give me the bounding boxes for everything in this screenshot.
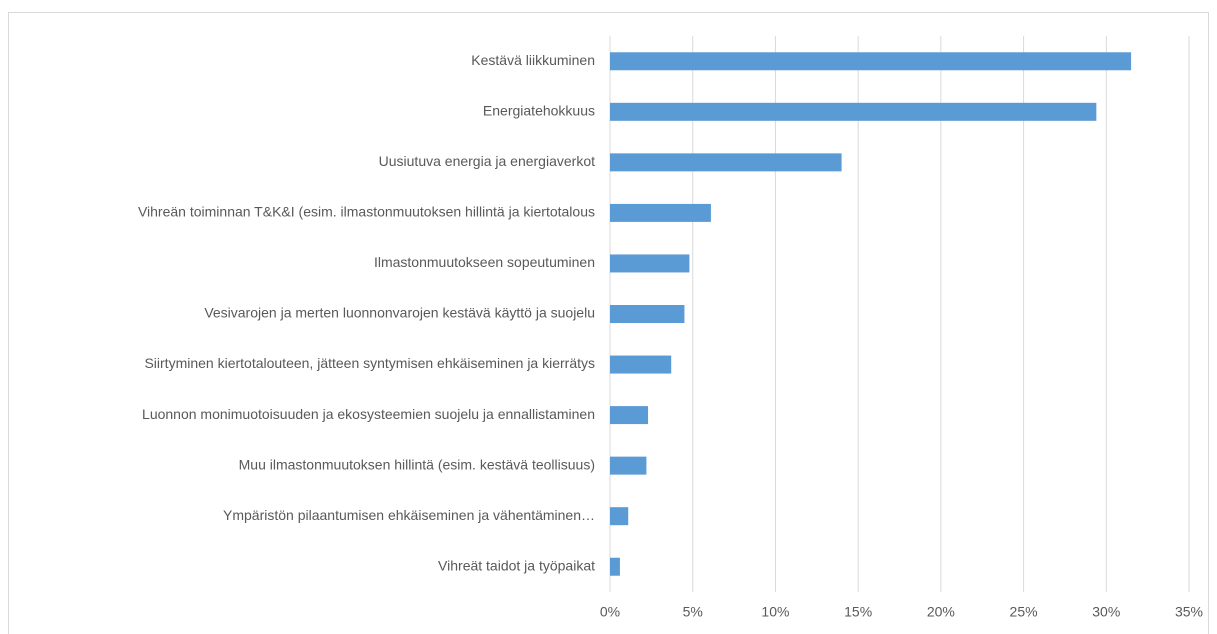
x-tick-label: 30% <box>1092 604 1120 620</box>
y-tick-label: Vihreän toiminnan T&K&I (esim. ilmastonm… <box>138 204 595 220</box>
y-tick-label: Vesivarojen ja merten luonnonvarojen kes… <box>204 305 595 321</box>
bar <box>610 456 647 475</box>
y-tick-label: Luonnon monimuotoisuuden ja ekosysteemie… <box>142 406 595 422</box>
bar <box>610 507 629 526</box>
x-tick-label: 15% <box>844 604 872 620</box>
bar <box>610 102 1097 121</box>
y-tick-label: Siirtyminen kiertotalouteen, jätteen syn… <box>144 355 595 371</box>
x-tick-label: 0% <box>600 604 620 620</box>
x-tick-label: 5% <box>683 604 703 620</box>
y-tick-label: Vihreät taidot ja työpaikat <box>438 557 595 573</box>
y-tick-label: Kestävä liikkuminen <box>471 52 595 68</box>
bar <box>610 406 649 425</box>
bar <box>610 153 842 172</box>
x-tick-label: 25% <box>1010 604 1038 620</box>
bar <box>610 305 685 323</box>
y-tick-label: Energiatehokkuus <box>483 103 595 119</box>
bar <box>610 557 620 576</box>
x-tick-label: 10% <box>761 604 789 620</box>
y-tick-label: Ympäristön pilaantumisen ehkäiseminen ja… <box>223 507 595 523</box>
y-tick-label: Ilmastonmuutokseen sopeutuminen <box>374 254 595 270</box>
x-tick-label: 20% <box>927 604 955 620</box>
y-tick-label: Uusiutuva energia ja energiaverkot <box>379 153 595 169</box>
bar <box>610 52 1132 71</box>
bar <box>610 203 711 222</box>
y-tick-label: Muu ilmastonmuutoksen hillintä (esim. ke… <box>239 456 595 472</box>
bar <box>610 254 690 273</box>
x-tick-label: 35% <box>1175 604 1203 620</box>
bar <box>610 355 672 374</box>
